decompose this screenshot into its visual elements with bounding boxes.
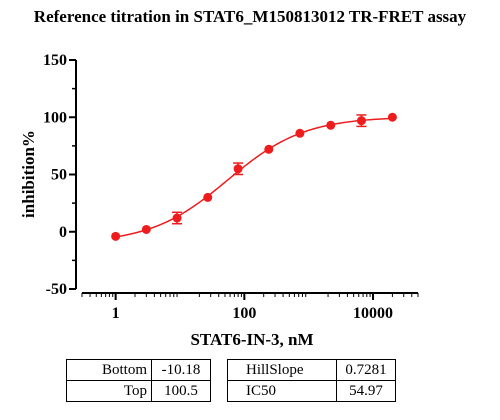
data-point [356, 116, 366, 126]
hillslope-row: HillSlope 0.7281 [227, 359, 396, 381]
y-tick-label: -50 [46, 281, 67, 298]
fit-params-table-left: Bottom -10.18 Top 100.5 [66, 359, 211, 402]
data-point [172, 213, 182, 223]
data-point [111, 231, 121, 241]
x-tick-label: 10000 [353, 305, 393, 322]
top-row: Top 100.5 [66, 380, 211, 402]
ic50-row: IC50 54.97 [227, 380, 396, 402]
x-axis-label: STAT6-IN-3, nM [190, 330, 313, 349]
data-point [264, 144, 274, 154]
data-point [387, 112, 397, 122]
y-tick-label: 50 [51, 167, 67, 184]
chart-ticks: -50 0 50 100 150 1 100 10000 [43, 52, 419, 322]
y-tick-label: 150 [43, 52, 67, 69]
fit-curve-group [115, 117, 393, 238]
data-points-group [111, 112, 397, 241]
bottom-row: Bottom -10.18 [66, 359, 211, 381]
data-point [326, 120, 336, 130]
fit-curve [115, 117, 393, 238]
data-point [141, 224, 151, 234]
hillslope-label: HillSlope [227, 359, 337, 381]
ic50-label: IC50 [227, 380, 337, 402]
bottom-label: Bottom [66, 359, 152, 381]
y-tick-label: 0 [59, 224, 67, 241]
data-point [203, 192, 213, 202]
dose-response-chart: Reference titration in STAT6_M150813012 … [19, 7, 467, 349]
x-tick-label: 100 [232, 305, 256, 322]
x-tick-label: 1 [112, 305, 120, 322]
chart-title: Reference titration in STAT6_M150813012 … [34, 7, 467, 26]
data-point [233, 164, 243, 174]
fit-params-table-right: HillSlope 0.7281 IC50 54.97 [227, 359, 396, 402]
y-tick-label: 100 [43, 109, 67, 126]
top-value: 100.5 [151, 380, 211, 402]
ic50-value: 54.97 [336, 380, 396, 402]
y-axis-label: inhibition% [19, 130, 38, 218]
chart-axes [75, 60, 418, 294]
hillslope-value: 0.7281 [336, 359, 396, 381]
bottom-value: -10.18 [151, 359, 211, 381]
top-label: Top [66, 380, 152, 402]
data-point [295, 128, 305, 138]
